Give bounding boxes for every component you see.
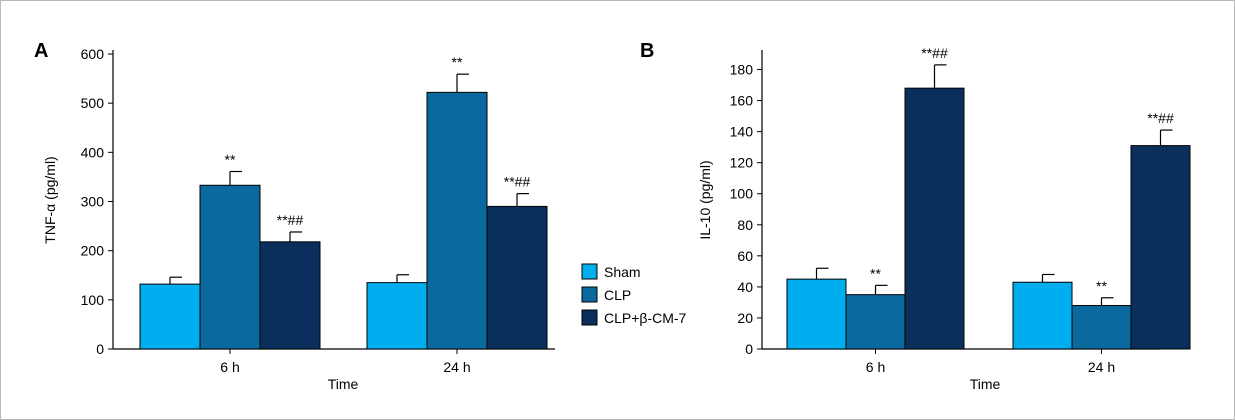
legend-label-clp: CLP — [604, 287, 631, 303]
bar-clp-bcm7 — [259, 241, 321, 350]
y-tick-label: 120 — [730, 155, 754, 171]
panel-a: A 0 100 200 300 400 500 600 TNF-α (pg/ml) ** **## 6… — [34, 40, 555, 392]
y-tick-label: 0 — [745, 341, 753, 357]
bar-clp-bcm7 — [486, 205, 548, 350]
y-tick-label: 0 — [96, 341, 104, 357]
x-tick-label: 6 h — [220, 359, 239, 375]
legend-label-clp-bcm7: CLP+β-CM-7 — [604, 310, 687, 326]
bar-sham — [786, 278, 847, 350]
y-tick-label: 20 — [737, 310, 753, 326]
bar-clp-bcm7 — [904, 87, 965, 350]
legend-swatch-sham — [581, 263, 598, 280]
significance-label: **## — [277, 212, 304, 228]
y-tick-label: 140 — [730, 124, 754, 140]
y-tick-label: 500 — [81, 95, 105, 111]
significance-label: ** — [225, 152, 236, 168]
significance-label: **## — [504, 174, 531, 190]
x-tick-label: 24 h — [443, 359, 470, 375]
bar-sham — [1012, 281, 1073, 350]
bar-sham — [366, 282, 428, 350]
x-tick-label: 6 h — [866, 359, 885, 375]
y-tick-label: 400 — [81, 144, 105, 160]
significance-label: **## — [921, 45, 948, 61]
bar-clp — [426, 91, 488, 350]
significance-label: ** — [1096, 278, 1107, 294]
y-tick-label: 80 — [737, 217, 753, 233]
panel-b: B 0 20 40 60 80 100 120 140 160 180 IL-10 (pg/ml) **… — [640, 40, 1191, 392]
legend-swatch-clp — [581, 286, 598, 303]
y-tick-label: 300 — [81, 194, 105, 210]
significance-label: **## — [1147, 110, 1174, 126]
panel-label: A — [34, 40, 48, 62]
y-tick-label: 600 — [81, 46, 105, 62]
panel-label: B — [640, 40, 654, 62]
bar-clp-bcm7 — [1130, 145, 1191, 350]
y-tick-label: 160 — [730, 93, 754, 109]
y-tick-label: 40 — [737, 279, 753, 295]
legend-swatch-clp-bcm7 — [581, 309, 598, 326]
legend: Sham CLP CLP+β-CM-7 — [581, 263, 687, 326]
y-tick-label: 180 — [730, 62, 754, 78]
bar-clp — [1071, 305, 1132, 350]
bar-clp — [199, 184, 261, 350]
y-tick-label: 100 — [81, 292, 105, 308]
significance-label: ** — [452, 54, 463, 70]
x-axis-label: Time — [328, 376, 359, 392]
y-tick-label: 200 — [81, 243, 105, 259]
y-tick-label: 100 — [730, 186, 754, 202]
bar-clp — [845, 294, 906, 350]
significance-label: ** — [870, 265, 881, 281]
x-tick-label: 24 h — [1088, 359, 1115, 375]
y-axis-label: TNF-α (pg/ml) — [42, 156, 58, 243]
x-axis-label: Time — [970, 376, 1001, 392]
bar-sham — [139, 283, 201, 350]
legend-label-sham: Sham — [604, 264, 641, 280]
y-axis-label: IL-10 (pg/ml) — [697, 160, 713, 239]
y-tick-label: 60 — [737, 248, 753, 264]
